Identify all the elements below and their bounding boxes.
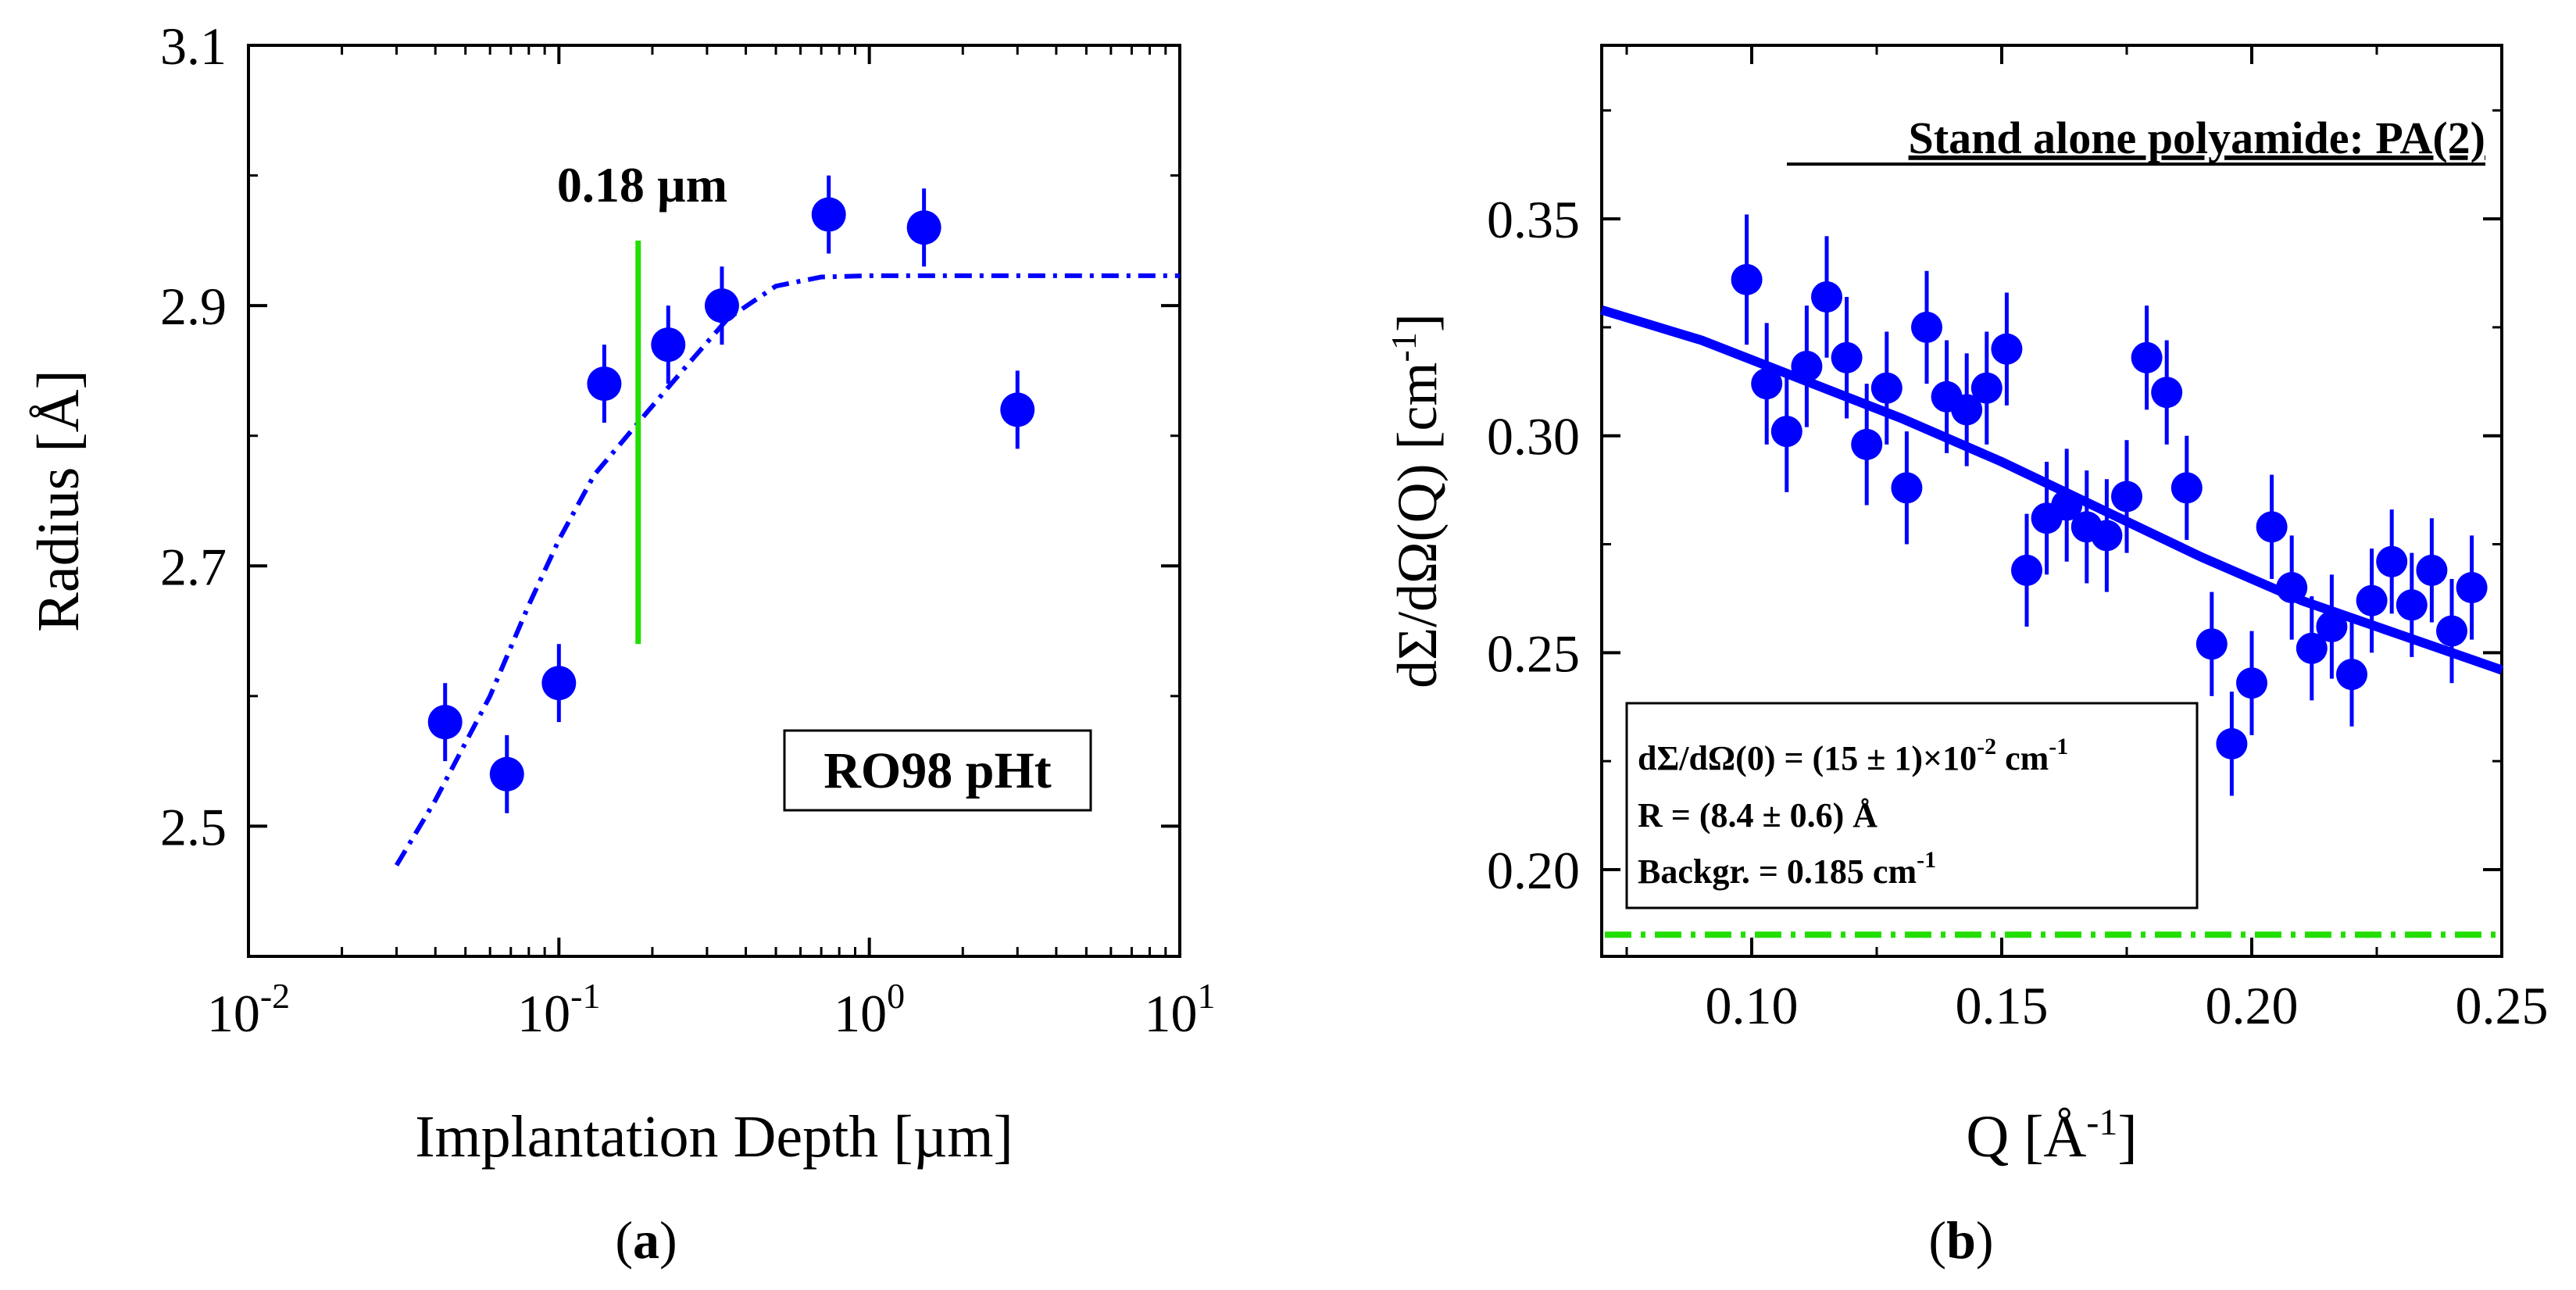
a-point-2: [541, 666, 577, 701]
b-point-3: [1791, 350, 1823, 382]
panel-b-ylabel: dΣ/dΩ(Q) [cm-1]: [1384, 313, 1449, 688]
panel-a-annotation: RO98 pHt: [824, 742, 1052, 799]
a-point-6: [811, 197, 846, 232]
a-xtick-label-2: 100: [834, 976, 905, 1043]
b-point-36: [2456, 572, 2488, 604]
b-point-24: [2216, 727, 2248, 759]
a-ytick-label-0: 2.5: [160, 797, 227, 856]
panel-b-fit-results-box: [1625, 702, 2199, 909]
b-point-8: [1891, 472, 1923, 504]
panel-b-fit-result-radius: R = (8.4 ± 0.6) Å: [1638, 796, 1878, 834]
b-point-32: [2376, 545, 2408, 577]
panel-b-fit-layer: [1600, 305, 2503, 675]
panel-a-caption: (a): [615, 1210, 677, 1270]
b-point-0: [1731, 263, 1763, 295]
panel-a-annotation-box: [783, 729, 1092, 812]
panel-a-marker-label: 0.18 µm: [557, 157, 727, 213]
b-point-19: [2111, 481, 2142, 513]
b-point-13: [1991, 333, 2023, 365]
panel-a-xlabel: Implantation Depth [µm]: [415, 1104, 1013, 1170]
panel-b: 0.10 0.15 0.20 0.25 0.20 0.25 0.30 0.35 Stand a…: [1384, 44, 2549, 1270]
b-point-16: [2051, 489, 2083, 521]
a-point-3: [587, 366, 622, 402]
panel-b-title-annotation: Stand alone polyamide: PA(2): [1909, 113, 2485, 163]
b-point-2: [1770, 416, 1802, 448]
a-xtick-label-0: 10-2: [207, 976, 290, 1043]
panel-b-xlabel: Q [Å-1]: [1966, 1102, 2137, 1170]
b-point-22: [2170, 472, 2203, 504]
b-point-31: [2356, 584, 2388, 616]
b-fit-curve: [1600, 305, 2503, 675]
b-point-6: [1851, 428, 1883, 460]
b-point-34: [2416, 554, 2448, 586]
b-point-11: [1951, 394, 1983, 426]
a-ytick-label-3: 3.1: [160, 16, 227, 76]
panel-a-fit-layer: [394, 273, 1180, 867]
a-xtick-label-3: 101: [1145, 976, 1216, 1043]
panel-b-fit-result-background: Backgr. = 0.185 cm-1: [1638, 847, 1936, 891]
b-point-20: [2131, 341, 2163, 373]
b-point-7: [1870, 372, 1903, 404]
b-point-29: [2316, 611, 2348, 643]
b-point-5: [1831, 341, 1863, 373]
b-ytick-label-1: 0.25: [1487, 624, 1580, 683]
b-point-30: [2336, 659, 2367, 691]
b-ytick-label-2: 0.30: [1487, 407, 1580, 466]
b-ytick-label-0: 0.20: [1487, 841, 1580, 900]
panel-b-caption: (b): [1928, 1210, 1993, 1270]
b-point-12: [1970, 372, 2003, 404]
panel-b-points-layer: [1731, 214, 2488, 796]
a-point-7: [906, 210, 941, 245]
b-point-25: [2236, 667, 2267, 699]
b-point-4: [1811, 281, 1842, 313]
b-point-18: [2091, 520, 2123, 552]
panel-a: 10-2 10-1 100 101 2.5 2.7 2.9 3.1 0.18 µm RO98 …: [26, 16, 1216, 1270]
a-xtick-label-1: 10-1: [517, 976, 600, 1043]
a-ytick-label-2: 2.9: [160, 277, 227, 336]
panel-a-ylabel: Radius [Å]: [26, 370, 91, 632]
panel-b-ticks: 0.10 0.15 0.20 0.25 0.20 0.25 0.30 0.35: [1487, 45, 2549, 1035]
b-point-26: [2256, 511, 2288, 543]
a-point-5: [704, 288, 739, 323]
b-point-1: [1751, 368, 1783, 400]
b-point-14: [2011, 554, 2042, 586]
a-point-4: [651, 327, 686, 363]
b-point-35: [2436, 615, 2467, 647]
a-point-0: [427, 705, 463, 740]
b-point-21: [2151, 377, 2183, 409]
panel-a-ticks: 10-2 10-1 100 101 2.5 2.7 2.9 3.1: [160, 16, 1216, 1043]
panel-b-plot-frame: [1600, 44, 2503, 958]
b-point-28: [2296, 632, 2328, 664]
a-point-8: [1000, 392, 1035, 427]
b-point-9: [1911, 311, 1942, 343]
b-xtick-label-0: 0.10: [1706, 976, 1799, 1035]
panel-a-points-layer: [427, 175, 1035, 813]
b-xtick-label-1: 0.15: [1956, 976, 2049, 1035]
a-fit-curve: [394, 273, 1180, 867]
b-ytick-label-3: 0.35: [1487, 190, 1580, 249]
a-point-1: [489, 756, 524, 792]
b-point-33: [2396, 589, 2428, 621]
b-xtick-label-3: 0.25: [2456, 976, 2549, 1035]
b-point-27: [2276, 572, 2308, 604]
panel-b-fit-result-amplitude: dΣ/dΩ(0) = (15 ± 1)×10-2 cm-1: [1638, 734, 2068, 777]
panel-a-plot-frame: [247, 44, 1181, 958]
b-point-23: [2195, 628, 2228, 660]
a-ytick-label-1: 2.7: [160, 537, 227, 596]
b-xtick-label-2: 0.20: [2206, 976, 2299, 1035]
